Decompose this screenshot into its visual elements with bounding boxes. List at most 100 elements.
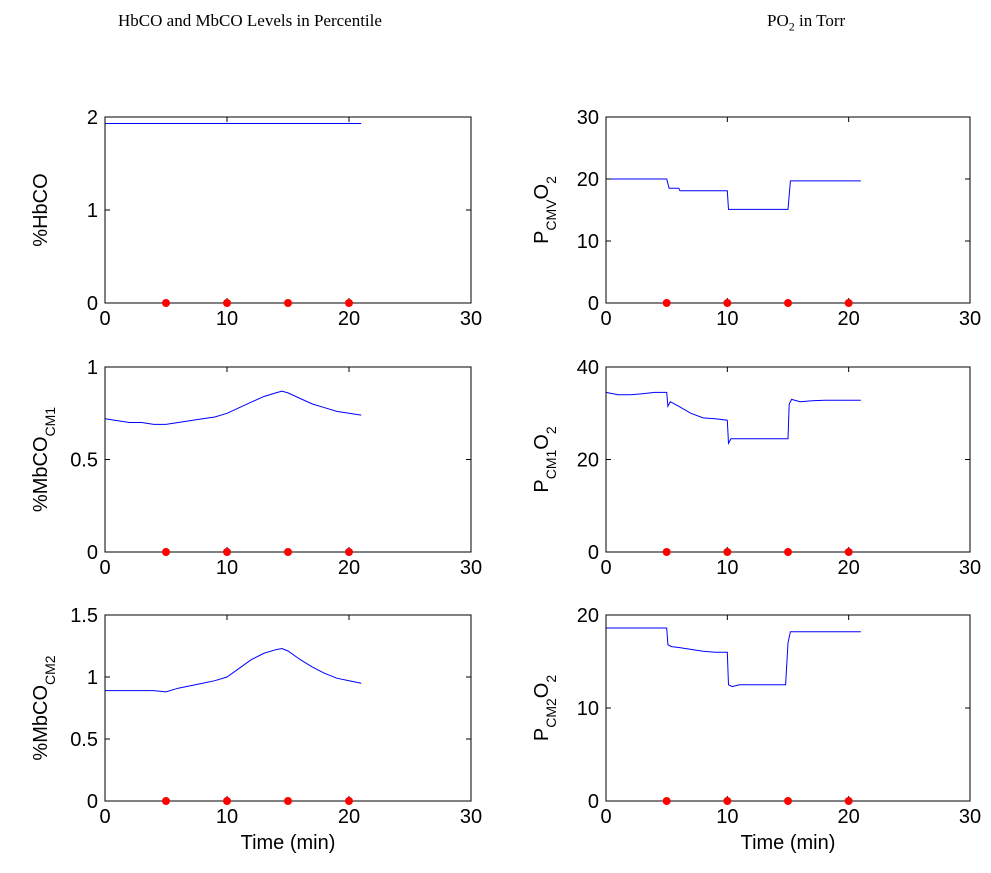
y-axis-label: PCMVO2	[531, 176, 559, 244]
axes-box-pcm1	[605, 366, 971, 553]
y-tick-label: 40	[577, 357, 599, 379]
y-tick-label: 0	[87, 542, 98, 564]
x-tick-label: 0	[600, 806, 611, 828]
left-column-heading: HbCO and MbCO Levels in Percentile	[118, 11, 382, 31]
y-axis-label-main: P	[531, 479, 553, 492]
event-marker	[784, 797, 792, 805]
left-column-heading-text: HbCO and MbCO Levels in Percentile	[118, 11, 382, 30]
series-line-mbco2-0	[105, 647, 362, 693]
y-tick-label: 20	[577, 450, 599, 472]
x-tick-label: 10	[216, 308, 238, 330]
y-axis-label-sub: CM1	[543, 450, 559, 480]
y-axis-label-main: %MbCO	[30, 436, 52, 512]
y-tick-label: 20	[577, 169, 599, 191]
x-tick-label: 10	[716, 557, 738, 579]
y-tick-label: 1	[87, 200, 98, 222]
right-column-heading-sub: 2	[788, 19, 795, 34]
y-axis-label-main: %HbCO	[30, 173, 52, 246]
x-tick-label: 0	[99, 557, 110, 579]
x-tick-label: 30	[959, 308, 981, 330]
event-marker	[284, 548, 292, 556]
y-tick-label: 20	[577, 605, 599, 627]
event-marker	[723, 548, 732, 556]
series-line-pcm2-0	[606, 627, 861, 688]
event-marker	[345, 299, 353, 307]
y-axis-label-sub2: 2	[543, 176, 559, 184]
x-tick-label: 20	[338, 308, 360, 330]
y-tick-label: 1.5	[70, 605, 98, 627]
event-marker	[784, 299, 792, 307]
y-axis-label: %HbCO	[30, 173, 52, 246]
event-marker	[844, 299, 853, 307]
y-tick-label: 0	[588, 791, 599, 813]
x-tick-label: 0	[99, 806, 110, 828]
x-tick-label: 10	[216, 557, 238, 579]
event-marker	[662, 797, 671, 805]
series-line-mbco1-0	[104, 390, 362, 425]
x-tick-label: 0	[99, 308, 110, 330]
y-axis-label: %MbCOCM1	[30, 407, 58, 512]
subplot-mbco1: 0 10 20 30 0 0.5 1 %MbCOCM1	[30, 357, 482, 579]
event-marker	[723, 797, 732, 805]
event-marker	[284, 797, 292, 805]
event-marker	[162, 797, 170, 805]
x-tick-label: 10	[716, 806, 738, 828]
x-tick-label: 30	[959, 557, 981, 579]
right-column-heading-main: PO	[767, 11, 789, 30]
y-tick-label: 1	[87, 667, 98, 689]
y-tick-label: 0	[87, 293, 98, 315]
right-column-heading: PO2 in Torr	[767, 11, 845, 34]
y-tick-label: 0.5	[70, 729, 98, 751]
y-tick-label: 0	[87, 791, 98, 813]
x-tick-label: 30	[959, 806, 981, 828]
y-axis-label-tail: O	[531, 434, 553, 450]
axes-box-hbco	[104, 116, 472, 304]
y-axis-label-sub: CM2	[543, 698, 559, 728]
y-tick-label: 1	[87, 357, 98, 379]
x-tick-label: 10	[716, 308, 738, 330]
y-axis-label-tail: O	[531, 683, 553, 699]
y-axis-label-sub: CM1	[42, 407, 58, 437]
x-tick-label: 0	[600, 557, 611, 579]
x-tick-label: 0	[600, 308, 611, 330]
y-axis-label: PCM2O2	[531, 675, 559, 741]
x-tick-label: 10	[216, 806, 238, 828]
x-tick-label: 30	[460, 557, 482, 579]
event-marker	[784, 548, 792, 556]
y-axis-label-sub2: 2	[543, 675, 559, 683]
y-tick-label: 0	[588, 542, 599, 564]
x-tick-label: 20	[338, 557, 360, 579]
y-axis-label-main: %MbCO	[30, 685, 52, 761]
event-marker	[223, 797, 231, 805]
event-marker	[662, 548, 671, 556]
subplot-pcm1: 0 10 20 30 0 20 40 PCM1O2	[531, 357, 981, 579]
event-marker	[345, 548, 353, 556]
event-marker	[662, 299, 671, 307]
event-marker	[162, 548, 170, 556]
x-tick-label: 30	[460, 308, 482, 330]
event-marker	[723, 299, 732, 307]
y-axis-label: %MbCOCM2	[30, 655, 58, 760]
subplot-hbco: 0 10 20 30 0 1 2 %HbCO	[30, 107, 482, 330]
event-marker	[162, 299, 170, 307]
subplot-pcmv: 0 10 20 30 0 10 20 30 PCMVO2	[531, 107, 981, 330]
event-marker	[844, 797, 853, 805]
event-marker	[284, 299, 292, 307]
x-tick-label: 30	[460, 806, 482, 828]
y-axis-label: PCM1O2	[531, 426, 559, 492]
y-tick-label: 0	[588, 293, 599, 315]
series-line-pcm1-0	[605, 391, 861, 446]
y-axis-label-tail: O	[531, 184, 553, 200]
y-axis-label-sub: CMV	[543, 199, 559, 231]
axes-box-pcmv	[605, 116, 971, 304]
axes-box-mbco2	[104, 614, 472, 802]
x-tick-label: 20	[338, 806, 360, 828]
y-tick-label: 0.5	[70, 450, 98, 472]
y-tick-label: 30	[577, 107, 599, 129]
x-axis-label: Time (min)	[241, 832, 336, 854]
subplot-mbco2: 0 10 20 30 0 0.5 1 1.5 %MbCOCM2 Time (min)	[30, 605, 482, 854]
x-tick-label: 20	[838, 806, 860, 828]
y-axis-label-sub2: 2	[543, 426, 559, 434]
x-tick-label: 20	[838, 308, 860, 330]
